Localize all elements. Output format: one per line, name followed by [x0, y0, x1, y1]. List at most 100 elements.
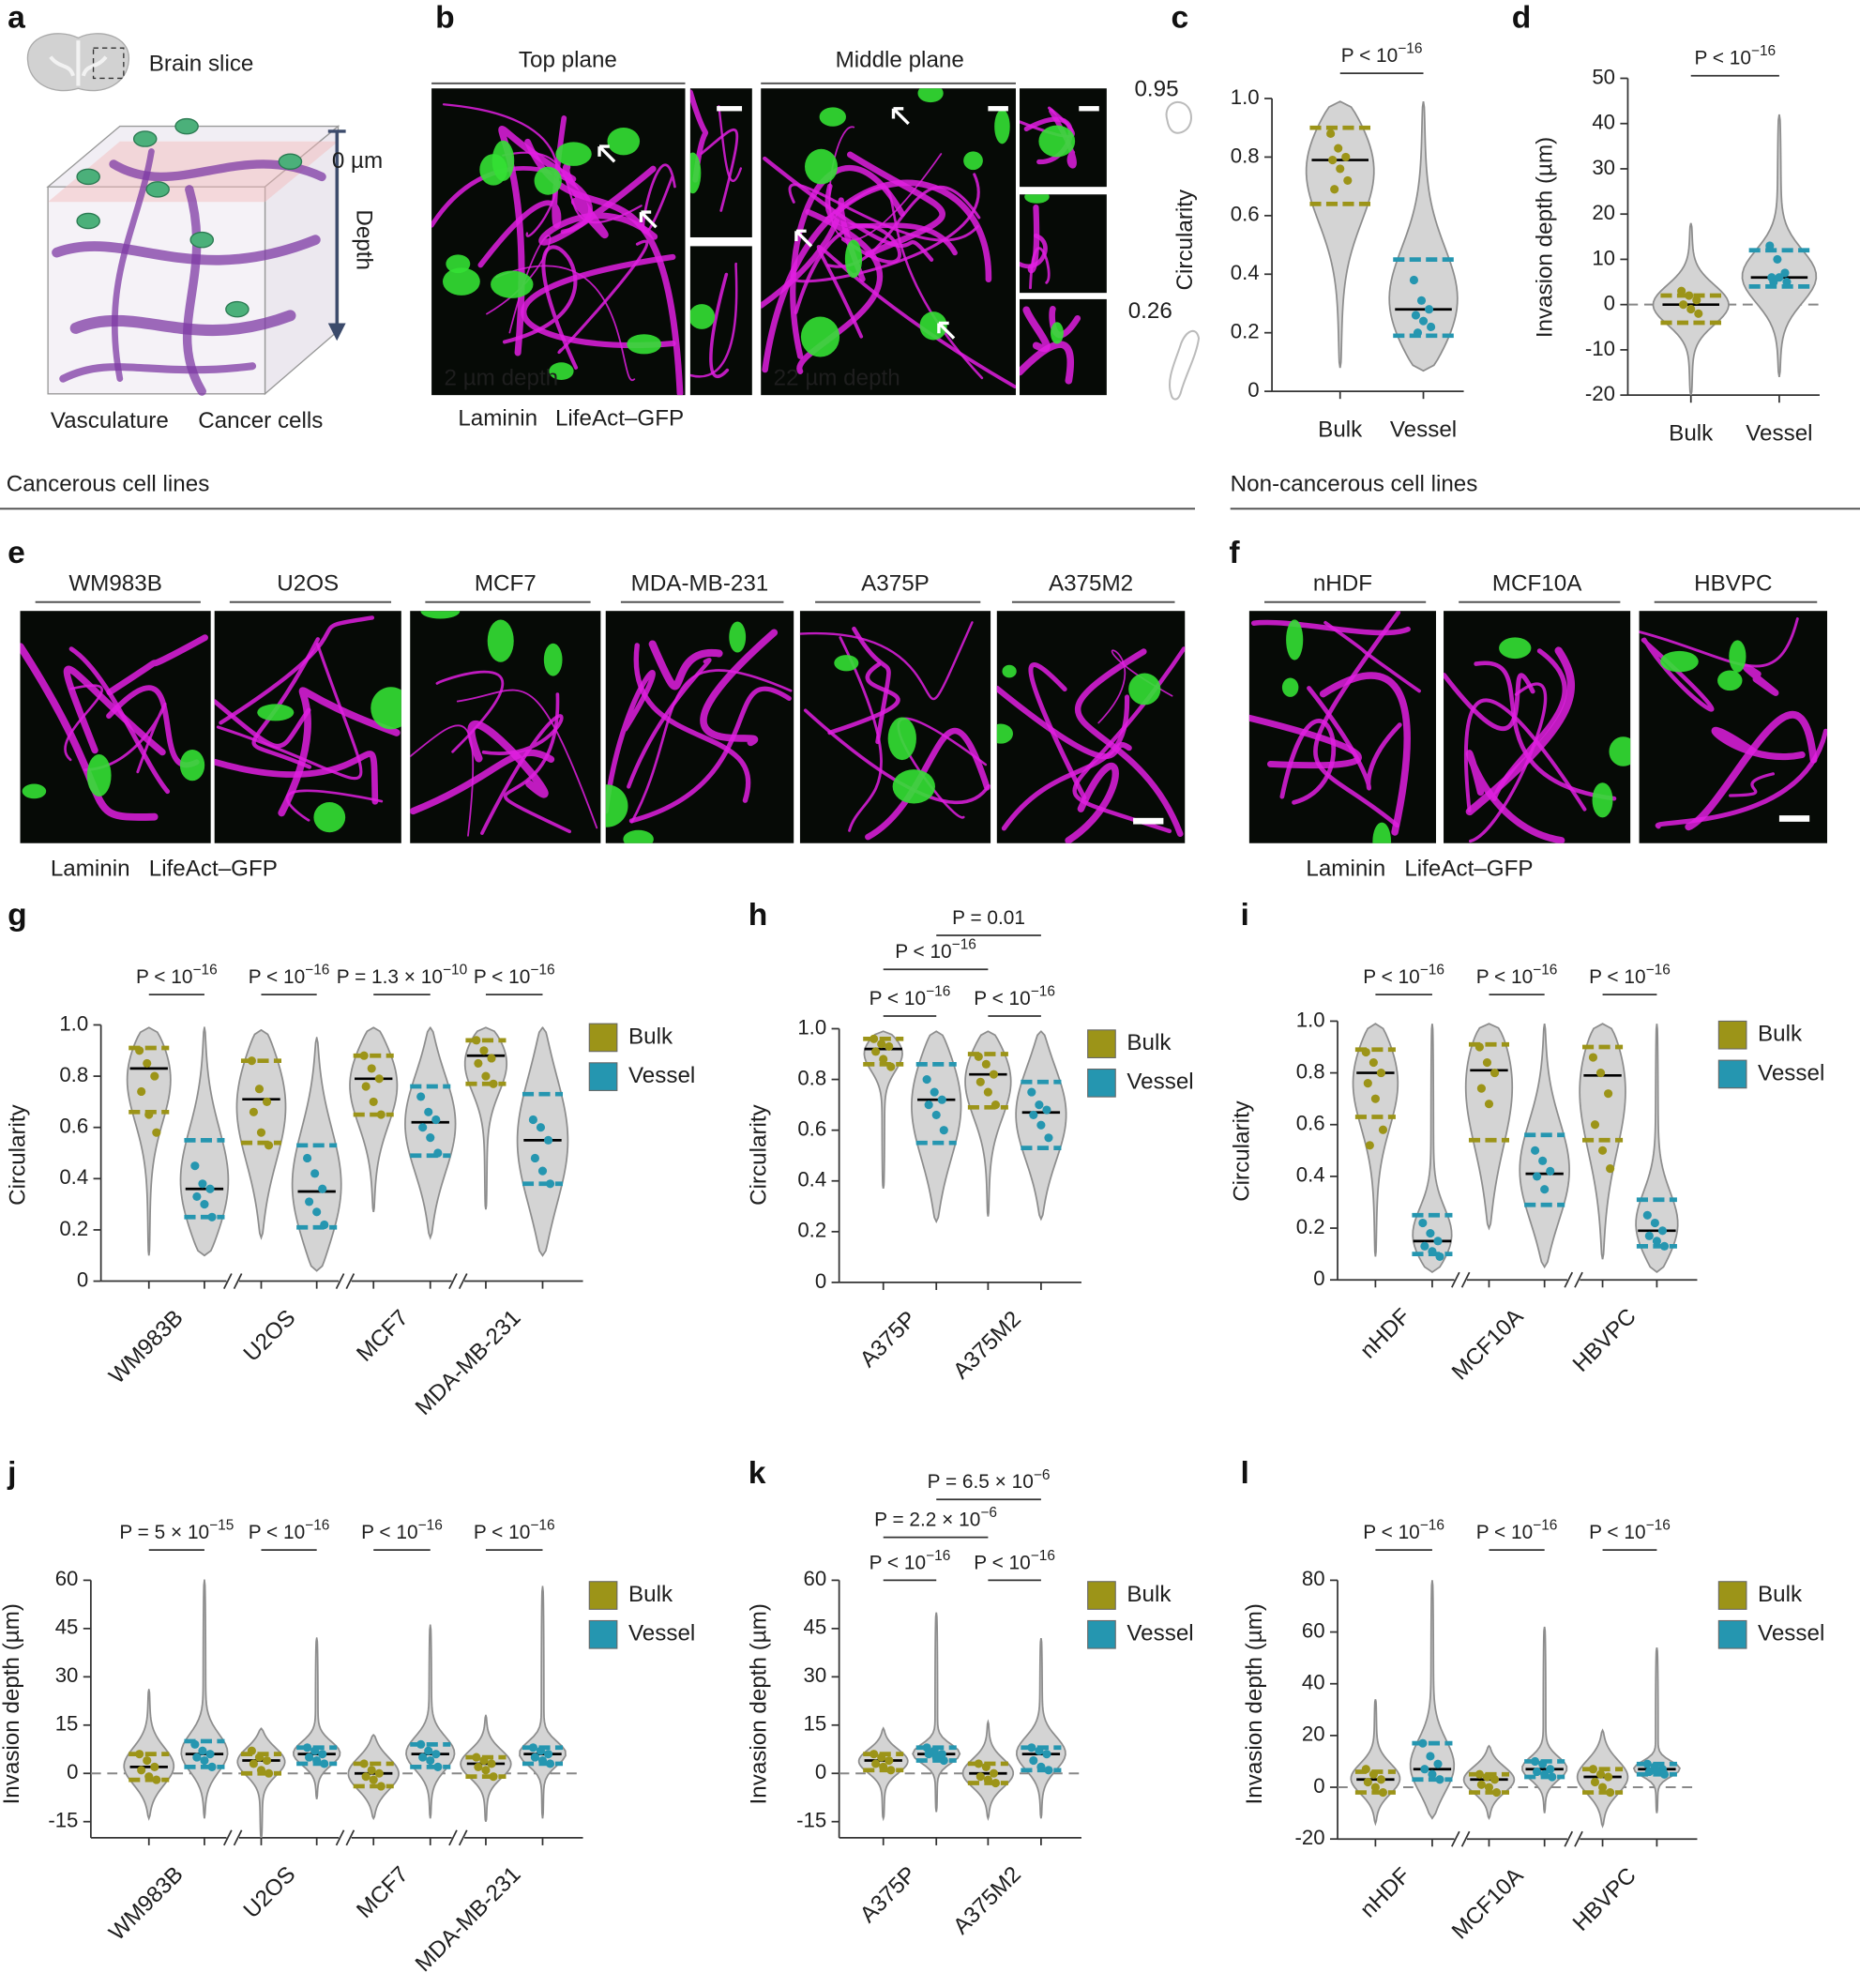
y-tick-label: 0.2: [59, 1217, 88, 1240]
replicate-point: [1433, 1759, 1443, 1768]
vessel: [435, 670, 505, 753]
violin: [964, 1030, 1012, 1217]
legend-swatch: [588, 1023, 618, 1053]
replicate-point: [207, 1762, 217, 1771]
vessel: [1313, 611, 1401, 828]
replicate-point: [1361, 1047, 1370, 1057]
p-value: P < 10−16: [1476, 963, 1558, 988]
y-tick-label: 1.0: [59, 1011, 88, 1035]
micrograph-content: [689, 262, 738, 378]
vessel: [1022, 306, 1051, 352]
replicate-point: [1644, 1767, 1654, 1777]
cell: [534, 166, 562, 195]
replicate-point: [931, 1110, 941, 1120]
cell: [1038, 125, 1076, 158]
legend-label: Vasculature: [51, 408, 169, 433]
cell: [729, 621, 747, 653]
cell: [819, 107, 846, 127]
y-tick-label: 15: [55, 1712, 79, 1736]
replicate-point: [144, 1110, 154, 1119]
vessel: [689, 262, 738, 378]
depth-label: 2 µm depth: [445, 365, 559, 390]
legend-label: Vessel: [628, 1621, 695, 1647]
replicate-point: [1652, 1237, 1661, 1246]
y-tick-label: 0: [815, 1269, 826, 1293]
y-tick-label: -10: [1585, 337, 1615, 360]
replicate-point: [871, 1759, 881, 1768]
replicate-point: [1692, 296, 1701, 305]
violin: [405, 1625, 456, 1819]
replicate-point: [1538, 1759, 1548, 1768]
p-value: P = 2.2 × 10−6: [874, 1505, 997, 1530]
axis-break-gap: [339, 1278, 352, 1284]
replicate-point: [361, 1082, 370, 1091]
y-tick-label: -20: [1585, 382, 1615, 405]
p-value-exponent: −15: [209, 1518, 234, 1534]
replicate-point: [1659, 1769, 1670, 1779]
axis-break: [1451, 1830, 1460, 1847]
cell: [22, 783, 47, 799]
cell: [1660, 650, 1699, 673]
y-tick-label: 30: [1592, 156, 1615, 179]
replicate-point: [1597, 1146, 1608, 1155]
vessel: [796, 208, 884, 374]
replicate-point: [975, 1772, 985, 1782]
replicate-point: [543, 1135, 553, 1145]
axis-break: [1564, 1271, 1574, 1288]
axis-break: [448, 1273, 458, 1290]
replicate-point: [1328, 155, 1338, 165]
legend-label: Vessel: [1758, 1060, 1824, 1085]
annotation: 0 µm: [332, 148, 383, 174]
vessel: [709, 272, 730, 378]
y-tick-label: 1.0: [1231, 85, 1260, 109]
replicate-point: [1426, 1228, 1435, 1238]
replicate-point: [1361, 1765, 1370, 1774]
p-value-text: P < 10: [1589, 1522, 1645, 1543]
replicate-point: [426, 1133, 435, 1143]
x-tick-label: U2OS: [239, 1861, 301, 1923]
replicate-point: [1590, 1120, 1600, 1130]
replicate-point: [939, 1755, 948, 1766]
violin: [180, 1580, 229, 1819]
p-value-exponent: −16: [305, 963, 329, 979]
replicate-point: [1491, 1787, 1502, 1798]
y-tick-label: 0.8: [797, 1066, 826, 1089]
cell: [1499, 637, 1532, 660]
p-value-text: P < 10: [870, 1552, 926, 1573]
replicate-point: [1370, 1783, 1380, 1792]
p-value-text: P = 0.01: [952, 907, 1025, 929]
p-value-text: P < 10: [474, 966, 530, 988]
replicate-point: [1334, 144, 1343, 153]
violin: [1015, 1638, 1066, 1819]
axis-break: [233, 1829, 243, 1846]
violin: [1350, 1699, 1401, 1827]
replicate-point: [198, 1746, 207, 1755]
y-tick-label: 0.2: [1296, 1215, 1325, 1238]
cell: [800, 316, 840, 357]
replicate-point: [303, 1743, 312, 1753]
legend-label: Bulk: [1127, 1030, 1172, 1055]
panel-letter: f: [1229, 536, 1240, 570]
legend-label: Laminin: [51, 857, 130, 882]
vessel: [718, 104, 743, 183]
cell: [607, 127, 641, 156]
violin: [1635, 1024, 1679, 1274]
legend-label: LifeAct–GFP: [149, 857, 278, 882]
cell: [892, 769, 935, 804]
y-tick-label: 0: [1604, 292, 1615, 315]
replicate-point: [1035, 1746, 1044, 1755]
x-tick-label: Bulk: [1669, 421, 1714, 447]
p-value-exponent: −10: [443, 963, 467, 979]
p-value-exponent: −6: [980, 1505, 997, 1521]
vessel: [628, 686, 792, 824]
replicate-point: [1418, 316, 1429, 326]
axis-break: [448, 1829, 458, 1846]
replicate-point: [1642, 1210, 1652, 1220]
replicate-point: [1490, 1775, 1500, 1784]
y-tick-label: 0.4: [1231, 261, 1260, 284]
legend-label: LifeAct–GFP: [555, 405, 684, 431]
p-value: P < 10−16: [136, 963, 218, 988]
x-tick-label: WM983B: [104, 1305, 188, 1389]
vessel: [824, 183, 958, 256]
